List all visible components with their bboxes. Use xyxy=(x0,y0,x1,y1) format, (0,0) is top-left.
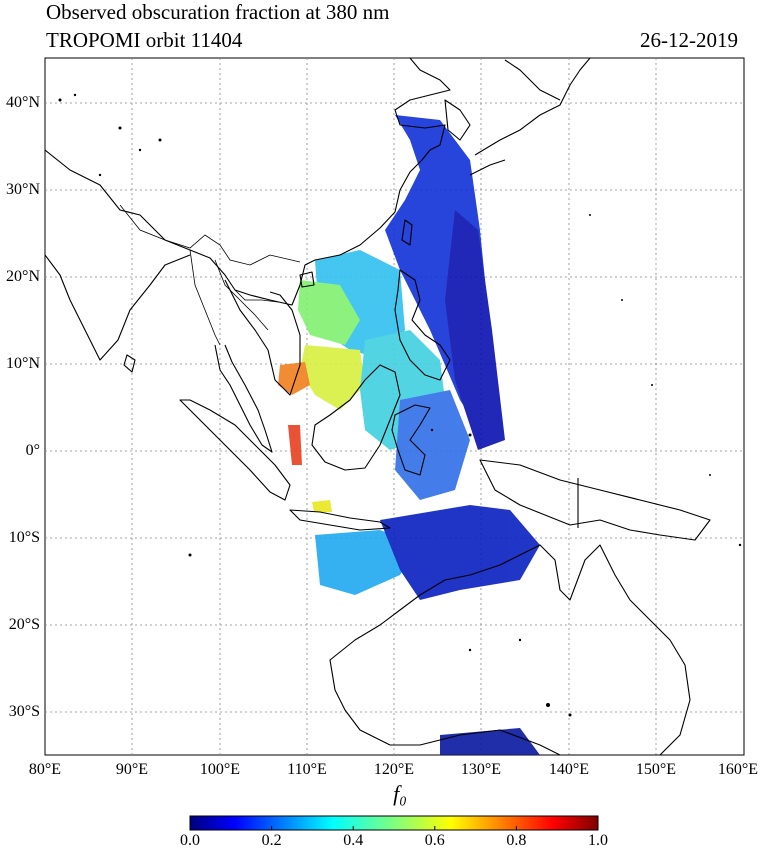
colorbar-tick-label: 0.4 xyxy=(343,832,364,849)
graticule xyxy=(45,58,744,755)
coast-sri-lanka xyxy=(123,354,136,373)
colorbar-tick-label: 0.6 xyxy=(424,832,445,849)
coast-java xyxy=(289,509,391,531)
coast-japan xyxy=(469,58,591,176)
coast-borneo xyxy=(311,364,401,471)
colorbar-title: f₀ xyxy=(393,781,407,806)
lat-label: 20°S xyxy=(8,616,40,633)
swath-east-deepblue xyxy=(445,210,505,450)
swath-gulf-orange xyxy=(278,362,310,395)
small-islands xyxy=(58,93,742,717)
colorbar-tick-label: 0.0 xyxy=(180,832,200,849)
lon-label: 150°E xyxy=(635,761,677,778)
swath-borneo-red xyxy=(288,425,302,465)
lon-label: 120°E xyxy=(373,761,415,778)
lat-label: 0° xyxy=(25,442,40,459)
colorbar-tick-label: 0.8 xyxy=(506,832,527,849)
coast-hainan xyxy=(299,271,315,288)
title-line2: TROPOMI orbit 11404 xyxy=(46,28,243,52)
colorbar-ticks xyxy=(189,826,599,830)
lon-label: 160°E xyxy=(717,761,759,778)
lat-label: 20°N xyxy=(6,268,40,285)
coast-korea xyxy=(444,99,471,141)
lon-label: 100°E xyxy=(199,761,241,778)
swath-timor-blue xyxy=(380,505,540,600)
lon-label: 80°E xyxy=(28,761,62,778)
swath-java-yellow xyxy=(312,500,332,512)
colorbar-tick-label: 1.0 xyxy=(588,832,608,849)
country-borders xyxy=(119,204,301,346)
lon-label: 140°E xyxy=(548,761,590,778)
lon-label: 110°E xyxy=(287,761,327,778)
coast-eurasia xyxy=(45,58,451,306)
coastlines xyxy=(45,58,711,755)
lat-label: 30°N xyxy=(6,181,40,198)
observation-swath xyxy=(278,115,540,755)
colorbar xyxy=(189,815,599,831)
lat-label: 40°N xyxy=(6,94,40,111)
coast-australia xyxy=(329,544,691,755)
coast-new-guinea xyxy=(479,459,711,541)
date-label: 26-12-2019 xyxy=(640,28,738,52)
lat-label: 10°N xyxy=(6,355,40,372)
coast-malay-peninsula xyxy=(214,344,273,453)
swath-gulf-yellow xyxy=(300,345,365,410)
coast-sulawesi xyxy=(391,404,431,476)
coast-indochina xyxy=(224,279,301,396)
coast-sumatra xyxy=(179,399,291,501)
lat-label: 10°S xyxy=(8,529,40,546)
coast-philippines xyxy=(394,269,451,381)
lon-label: 90°E xyxy=(115,761,149,778)
colorbar-tick-label: 0.2 xyxy=(261,832,282,849)
swath-scs-green xyxy=(298,280,360,345)
coast-india xyxy=(45,254,191,361)
title-line1: Observed obscuration fraction at 380 nm xyxy=(46,0,390,24)
lat-label: 30°S xyxy=(8,703,40,720)
coast-taiwan xyxy=(401,219,413,246)
lon-label: 130°E xyxy=(460,761,502,778)
